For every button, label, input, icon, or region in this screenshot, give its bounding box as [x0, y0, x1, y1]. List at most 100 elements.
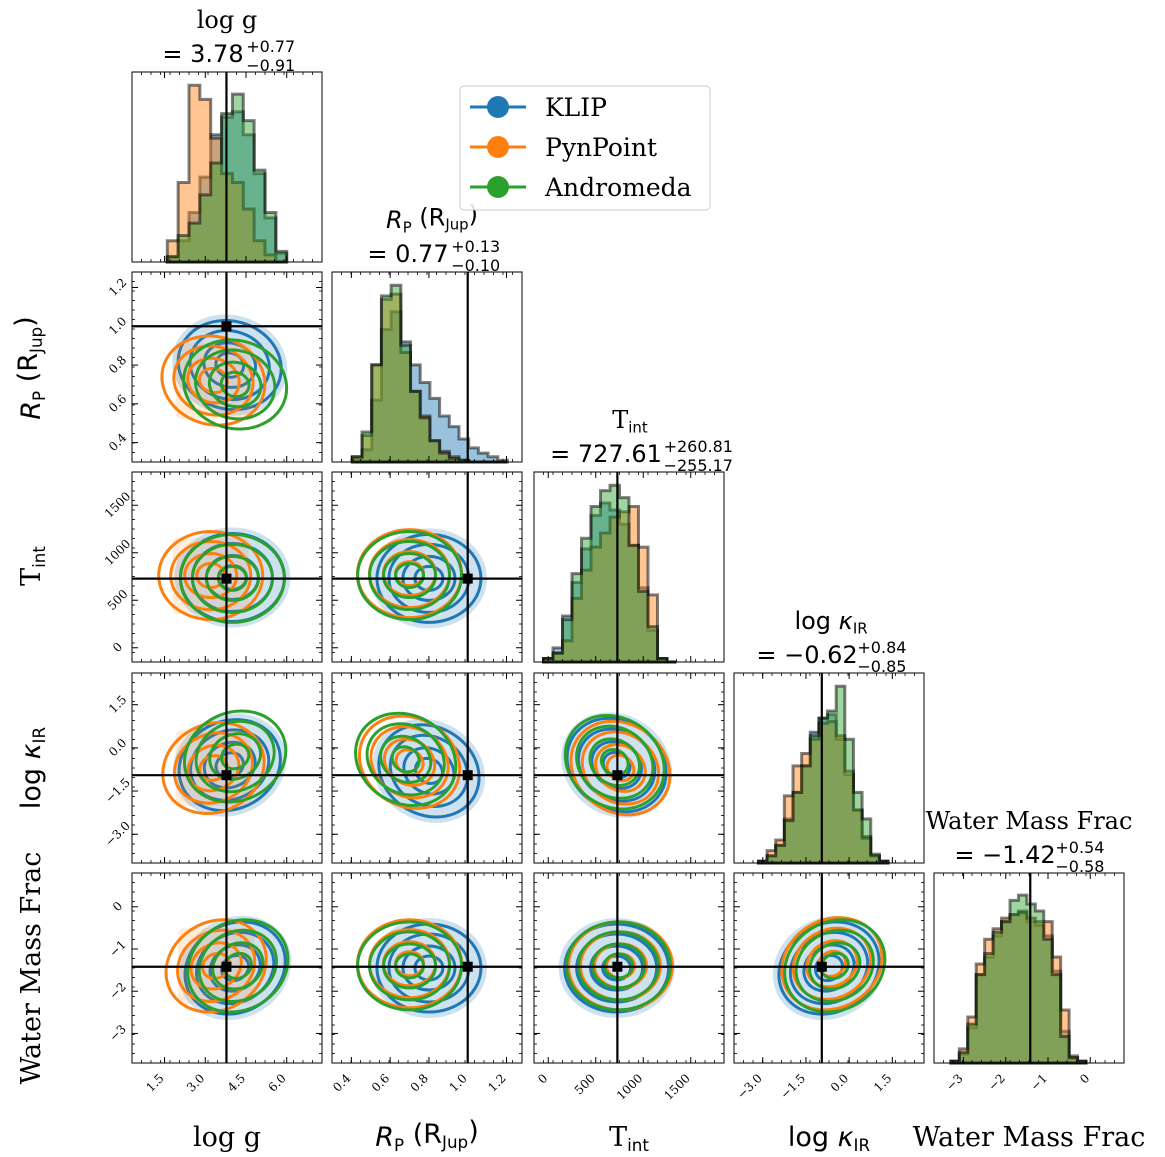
contour-level-klip [188, 329, 271, 401]
title-sub-kappa: −0.85 [857, 657, 906, 676]
contour-level-pynpoint [186, 356, 241, 405]
truth-marker [816, 961, 827, 972]
title-value-logg: = 3.78 [162, 40, 243, 68]
title-name-wmf: Water Mass Frac [926, 807, 1133, 835]
title-name-logg: log g [197, 6, 257, 34]
legend-label-pynpoint: PynPoint [545, 133, 657, 162]
contour-level-pynpoint [160, 334, 267, 427]
contour-level-andromeda [182, 338, 289, 431]
xtick-label-logg: 3.0 [184, 1071, 207, 1094]
contour-tint-vs-rp [332, 472, 522, 662]
ytick-label-tint: 1000 [102, 537, 133, 568]
xtick-label-kappa: −1.5 [778, 1071, 809, 1102]
contour-level-andromeda [783, 918, 887, 1014]
xlabel-tint: Tint [609, 1122, 649, 1155]
contour-level-pynpoint [183, 552, 239, 600]
xlabel-rp: RP (RJup) [375, 1116, 478, 1155]
ytick-label-kappa: −3.0 [102, 819, 133, 850]
truth-marker [612, 961, 623, 972]
ytick-label-kappa: 1.5 [106, 693, 129, 716]
contour-level-andromeda [575, 724, 655, 800]
contour-level-andromeda [186, 918, 290, 1014]
truth-marker [221, 961, 232, 972]
truth-marker [462, 573, 473, 584]
hist-rp [350, 272, 509, 464]
title-sub-rp: −0.10 [451, 256, 500, 275]
title-name-rp: RP (RJup) [386, 201, 478, 237]
xtick-label-kappa: 1.5 [871, 1071, 894, 1094]
title-name-kappa: log κIR [794, 607, 867, 637]
legend-label-klip: KLIP [545, 93, 607, 122]
xtick-label-wmf: −3 [943, 1071, 965, 1093]
title-sup-wmf: +0.54 [1055, 838, 1104, 857]
contour-level-andromeda [390, 745, 421, 774]
title-sup-tint: +260.81 [664, 437, 733, 456]
contour-level-andromeda [563, 713, 666, 811]
panel-ticks [332, 873, 522, 1063]
xtick-label-tint: 1500 [661, 1071, 692, 1102]
xtick-label-rp: 0.8 [408, 1071, 431, 1094]
title-value-rp: = 0.77 [367, 240, 448, 268]
ytick-label-wmf: 0 [110, 899, 125, 914]
panel-ticks [743, 673, 915, 863]
legend-marker-klip [487, 96, 509, 118]
hist-bars-pynpoint-wmf [949, 911, 1088, 1065]
xlabel-wmf: Water Mass Frac [913, 1122, 1146, 1153]
ytick-label-tint: 1500 [102, 489, 133, 520]
ytick-label-wmf: −2 [106, 980, 128, 1002]
panel-ticks [332, 472, 522, 662]
contour-level-andromeda [368, 540, 452, 612]
ylabel-wmf: Water Mass Frac [16, 852, 47, 1085]
truth-marker [221, 573, 232, 584]
contour-level-pynpoint [172, 731, 254, 805]
legend: KLIP PynPoint Andromeda [459, 85, 711, 211]
truth-marker [462, 961, 473, 972]
panel-ticks [734, 873, 924, 1063]
contour-level-andromeda [194, 719, 276, 794]
legend-label-andromeda: Andromeda [544, 173, 692, 202]
panel-ticks [132, 472, 322, 662]
hist-bars-andromeda-rp [350, 283, 508, 464]
title-value-wmf: = −1.42 [954, 841, 1055, 869]
xtick-label-logg: 6.0 [265, 1071, 288, 1094]
contour-kappa-vs-tint [534, 673, 724, 863]
xtick-label-tint: 500 [572, 1071, 598, 1097]
panel-ticks [534, 673, 724, 863]
hist-bars-andromeda-wmf [949, 893, 1088, 1065]
ytick-label-wmf: −1 [106, 937, 128, 959]
ytick-label-kappa: −1.5 [102, 775, 133, 806]
contour-level-klip [176, 318, 283, 412]
xlabel-kappa: log κIR [788, 1122, 871, 1155]
ytick-label-rp: 1.0 [106, 314, 129, 337]
hist-wmf [949, 873, 1088, 1065]
contour-wmf-vs-tint [534, 873, 724, 1063]
legend-frame [459, 85, 711, 211]
title-sup-logg: +0.77 [246, 37, 295, 56]
contour-level-klip [177, 718, 282, 813]
ytick-label-rp: 1.2 [106, 275, 129, 298]
title-value-tint: = 727.61 [550, 440, 662, 468]
contour-level-pynpoint [164, 918, 268, 1014]
contour-kappa-vs-logg [132, 673, 322, 863]
xtick-label-rp: 0.4 [330, 1071, 354, 1095]
contour-level-andromeda [207, 360, 263, 409]
panel-ticks [132, 673, 322, 863]
panel-ticks [141, 72, 313, 262]
contour-level-andromeda [794, 928, 875, 1003]
contour-level-andromeda [382, 552, 438, 600]
contour-level-andromeda [219, 742, 251, 771]
xtick-label-rp: 0.6 [369, 1071, 392, 1094]
title-sub-wmf: −0.58 [1055, 857, 1104, 876]
xtick-label-rp: 1.2 [485, 1071, 508, 1094]
hist-bars-andromeda-tint [542, 483, 677, 664]
panel-ticks [534, 873, 724, 1063]
title-sup-kappa: +0.84 [857, 638, 906, 657]
legend-marker-andromeda [487, 176, 509, 198]
contour-level-andromeda [394, 562, 426, 590]
ytick-label-rp: 0.4 [106, 430, 130, 454]
hist-bars-andromeda-kappa [756, 684, 890, 865]
contour-level-andromeda [379, 734, 433, 784]
contour-wmf-vs-kappa [734, 873, 924, 1063]
panel-ticks [341, 272, 513, 462]
